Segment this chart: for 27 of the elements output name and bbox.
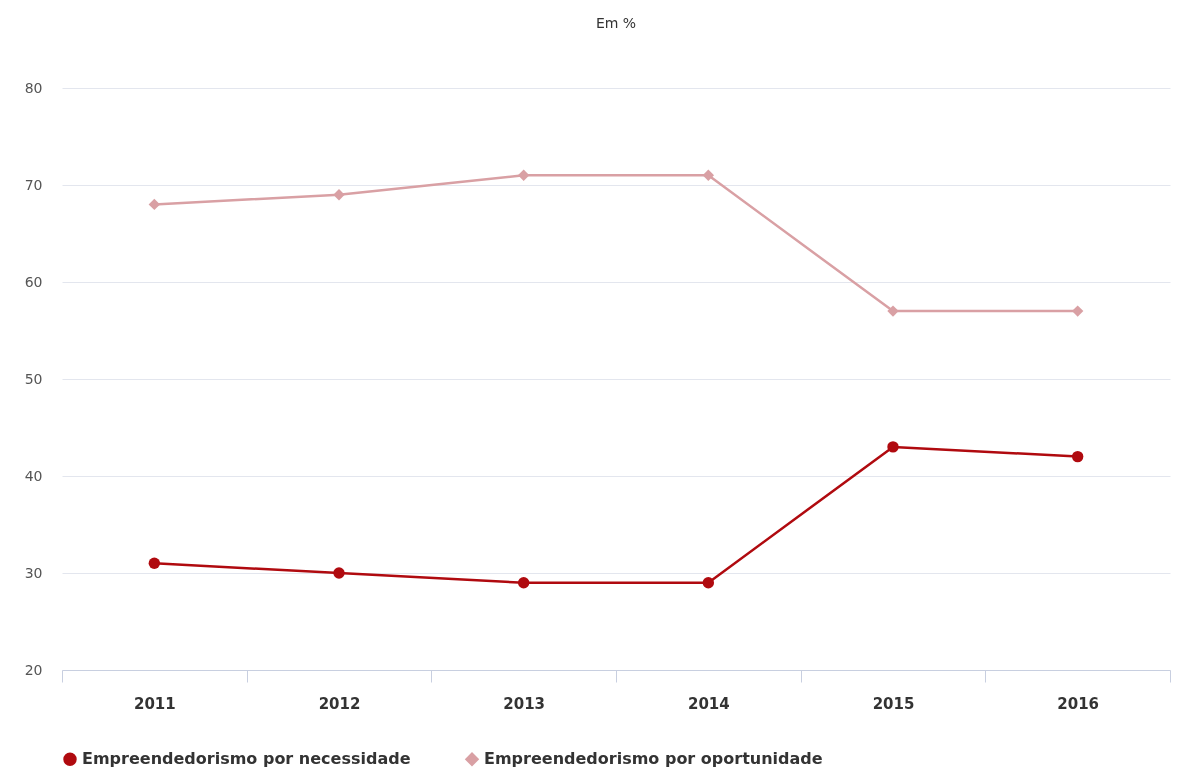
y-tick-label: 60 [24,273,43,290]
point [148,557,161,569]
legend-label: Empreendedorismo por necessidade [82,749,411,769]
legend-label: Empreendedorismo por oportunidade [484,749,823,769]
x-tick-label: 2013 [503,694,546,713]
x-tick-label: 2015 [872,694,915,713]
point [517,169,530,181]
point [333,567,345,579]
y-tick-label: 20 [24,661,43,678]
y-tick-label: 30 [24,564,43,581]
chart-title: Em % [595,15,637,31]
x-tick-label: 2014 [687,694,730,713]
point [517,577,530,589]
point [887,441,899,453]
point [148,198,161,211]
point [333,189,345,201]
y-tick-label: 50 [24,370,43,387]
point [887,305,899,317]
y-tick-label: 80 [24,79,43,96]
x-tick-label: 2016 [1057,694,1100,713]
point [702,577,715,589]
x-tick-label: 2011 [133,694,176,713]
point [1071,450,1084,463]
x-tick-label: 2012 [318,694,361,713]
y-tick-label: 40 [24,467,43,484]
point [702,169,715,181]
y-tick-label: 70 [24,176,43,193]
